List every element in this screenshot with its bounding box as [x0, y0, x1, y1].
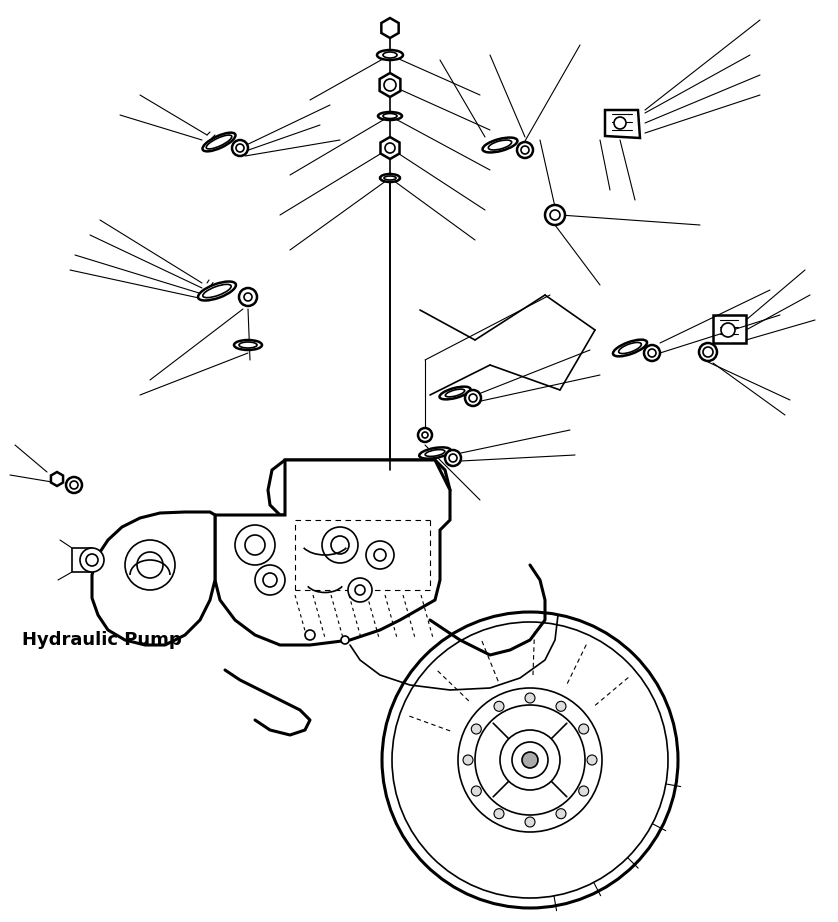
Circle shape: [263, 573, 277, 587]
Circle shape: [525, 817, 535, 827]
Circle shape: [239, 288, 257, 306]
Polygon shape: [380, 73, 401, 97]
Ellipse shape: [613, 339, 647, 356]
Ellipse shape: [380, 174, 400, 182]
Circle shape: [522, 752, 538, 768]
Circle shape: [235, 525, 275, 565]
Circle shape: [374, 549, 386, 561]
Circle shape: [125, 540, 175, 590]
Circle shape: [255, 565, 285, 595]
Circle shape: [471, 786, 481, 796]
Circle shape: [579, 786, 588, 796]
Circle shape: [66, 477, 82, 493]
Polygon shape: [713, 315, 746, 343]
Circle shape: [471, 724, 481, 734]
Ellipse shape: [377, 50, 403, 60]
Ellipse shape: [618, 342, 641, 353]
Circle shape: [721, 323, 735, 337]
Circle shape: [517, 142, 533, 158]
Ellipse shape: [378, 112, 402, 120]
Circle shape: [614, 117, 626, 129]
Circle shape: [556, 809, 566, 819]
Ellipse shape: [483, 137, 517, 152]
Ellipse shape: [198, 281, 236, 301]
Circle shape: [512, 742, 548, 778]
Circle shape: [244, 293, 252, 301]
Circle shape: [475, 705, 585, 815]
Ellipse shape: [206, 135, 232, 149]
Circle shape: [463, 755, 473, 765]
Circle shape: [70, 481, 78, 489]
Circle shape: [341, 636, 349, 644]
Circle shape: [556, 702, 566, 711]
Polygon shape: [215, 460, 450, 645]
Circle shape: [545, 205, 565, 225]
Circle shape: [469, 394, 477, 402]
Circle shape: [458, 688, 602, 832]
Circle shape: [355, 585, 365, 595]
Circle shape: [392, 622, 668, 898]
Circle shape: [587, 755, 597, 765]
Circle shape: [366, 541, 394, 569]
Circle shape: [305, 630, 315, 640]
Polygon shape: [605, 110, 640, 138]
Polygon shape: [51, 472, 63, 486]
Circle shape: [521, 146, 529, 154]
Polygon shape: [92, 512, 215, 645]
Ellipse shape: [383, 113, 397, 119]
Circle shape: [382, 612, 678, 908]
Circle shape: [648, 349, 656, 357]
Circle shape: [384, 79, 396, 91]
Ellipse shape: [383, 52, 397, 58]
Ellipse shape: [203, 284, 231, 298]
Circle shape: [385, 143, 395, 153]
Polygon shape: [380, 137, 400, 159]
Ellipse shape: [445, 389, 465, 396]
Circle shape: [525, 693, 535, 703]
Circle shape: [422, 432, 428, 438]
Circle shape: [494, 702, 504, 711]
Polygon shape: [268, 460, 450, 515]
Ellipse shape: [419, 447, 451, 458]
Circle shape: [500, 730, 560, 790]
Ellipse shape: [425, 450, 445, 456]
Polygon shape: [381, 18, 399, 38]
Circle shape: [137, 552, 163, 578]
Circle shape: [80, 548, 104, 572]
Ellipse shape: [384, 176, 396, 180]
Polygon shape: [72, 548, 92, 572]
Circle shape: [494, 809, 504, 819]
Circle shape: [699, 343, 717, 361]
Ellipse shape: [234, 340, 262, 350]
Circle shape: [418, 428, 432, 442]
Ellipse shape: [439, 386, 470, 399]
Ellipse shape: [489, 140, 512, 150]
Circle shape: [644, 345, 660, 361]
Circle shape: [86, 554, 98, 566]
Circle shape: [703, 347, 713, 357]
Circle shape: [245, 535, 265, 555]
Text: Hydraulic Pump: Hydraulic Pump: [22, 631, 182, 649]
Circle shape: [322, 527, 358, 563]
Ellipse shape: [203, 133, 235, 151]
Circle shape: [232, 140, 248, 156]
Circle shape: [449, 454, 457, 462]
Circle shape: [348, 578, 372, 602]
Circle shape: [550, 210, 560, 220]
Circle shape: [331, 536, 349, 554]
Circle shape: [236, 144, 244, 152]
Circle shape: [579, 724, 588, 734]
Circle shape: [445, 450, 461, 466]
Circle shape: [465, 390, 481, 406]
Ellipse shape: [239, 342, 257, 348]
